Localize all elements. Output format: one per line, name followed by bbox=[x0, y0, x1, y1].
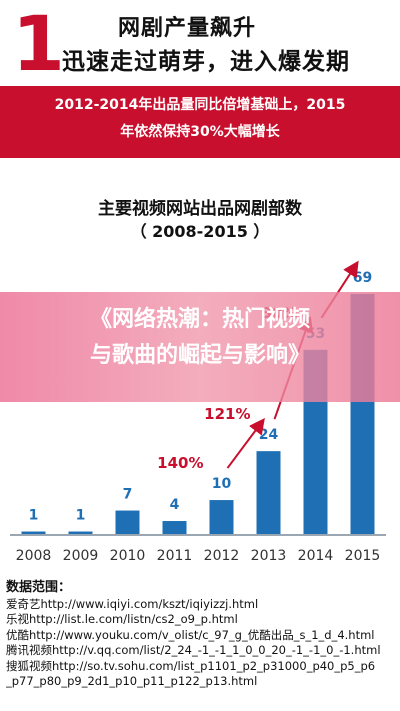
source-row: 爱奇艺http://www.iqiyi.com/kszt/iqiyizzj.ht… bbox=[6, 597, 398, 613]
chart-subtitle: （ 2008-2015 ） bbox=[130, 222, 270, 241]
chart-title: 主要视频网站出品网剧部数 bbox=[98, 199, 302, 219]
x-tick-2008: 2008 bbox=[16, 548, 52, 564]
source-url: http://so.tv.sohu.com/list_p1101_p2_p310… bbox=[52, 658, 376, 673]
x-tick-2013: 2013 bbox=[251, 548, 287, 564]
data-label-2013: 24 bbox=[259, 427, 279, 443]
banner-line1: 2012-2014年出品量同比倍增基础上，2015 bbox=[54, 97, 346, 113]
source-row: _p77_p80_p9_2d1_p10_p11_p122_p13.html bbox=[6, 674, 398, 690]
title-overlay bbox=[0, 292, 400, 402]
source-url: http://www.youku.com/v_olist/c_97_g_优酷出品… bbox=[29, 627, 375, 642]
sources-title: 数据范围： bbox=[6, 580, 72, 595]
data-label-2012: 10 bbox=[212, 476, 232, 492]
data-label-2011: 4 bbox=[170, 497, 180, 513]
overlay-text: 《网络热潮：热门视频 与歌曲的崛起与影响》 bbox=[0, 302, 400, 374]
source-row: 腾讯视频http://v.qq.com/list/2_24_-1_-1_1_0_… bbox=[6, 643, 398, 659]
bar-2013 bbox=[256, 451, 281, 535]
overlay-line2: 与歌曲的崛起与影响》 bbox=[89, 343, 310, 368]
header-number: 1 bbox=[12, 0, 65, 88]
x-tick-2012: 2012 bbox=[204, 548, 240, 564]
source-site: 乐视 bbox=[6, 612, 29, 626]
headline-line1: 网剧产量飙升 bbox=[118, 16, 257, 41]
source-url: http://v.qq.com/list/2_24_-1_-1_1_0_0_20… bbox=[52, 643, 381, 657]
headline-line2: 迅速走过萌芽，进入爆发期 bbox=[62, 49, 350, 75]
header: 1 网剧产量飙升 迅速走过萌芽，进入爆发期 bbox=[0, 0, 400, 88]
source-row: 乐视http://list.le.com/listn/cs2_o9_p.html bbox=[6, 612, 398, 628]
data-sources: 数据范围： 爱奇艺http://www.iqiyi.com/kszt/iqiyi… bbox=[6, 580, 398, 690]
x-tick-2009: 2009 bbox=[63, 548, 99, 564]
bar-2012 bbox=[209, 500, 234, 535]
growth-arrow-1 bbox=[226, 417, 265, 469]
source-site: 腾讯视频 bbox=[6, 643, 52, 657]
data-label-2015: 69 bbox=[353, 270, 372, 286]
source-site: 优酷 bbox=[6, 627, 29, 642]
bar-chart: 117410245369 140%121%30% 200820092010201… bbox=[10, 260, 386, 564]
x-tick-2014: 2014 bbox=[298, 548, 334, 564]
x-tick-2015: 2015 bbox=[345, 548, 381, 564]
source-row: 优酷http://www.youku.com/v_olist/c_97_g_优酷… bbox=[6, 628, 398, 644]
bar-2011 bbox=[162, 521, 187, 535]
source-site: 搜狐视频 bbox=[6, 658, 52, 673]
source-url: http://list.le.com/listn/cs2_o9_p.html bbox=[29, 612, 238, 626]
overlay-line1: 《网络热潮：热门视频 bbox=[89, 307, 310, 332]
source-url: http://www.iqiyi.com/kszt/iqiyizzj.html bbox=[40, 596, 259, 611]
source-url: _p77_p80_p9_2d1_p10_p11_p122_p13.html bbox=[6, 674, 258, 688]
data-label-2008: 1 bbox=[29, 508, 39, 524]
bar-2009 bbox=[68, 531, 93, 535]
banner-background bbox=[0, 86, 400, 158]
data-label-2010: 7 bbox=[123, 487, 133, 503]
bar-2008 bbox=[21, 531, 46, 535]
source-row: 搜狐视频http://so.tv.sohu.com/list_p1101_p2_… bbox=[6, 659, 398, 675]
bar-2010 bbox=[115, 510, 140, 535]
x-tick-2011: 2011 bbox=[157, 548, 193, 564]
growth-label-1: 140% bbox=[157, 454, 203, 472]
banner-line2: 年依然保持30%大幅增长 bbox=[120, 124, 280, 140]
banner: 2012-2014年出品量同比倍增基础上，2015 年依然保持30%大幅增长 bbox=[0, 86, 400, 158]
source-site: 爱奇艺 bbox=[6, 596, 41, 611]
data-label-2009: 1 bbox=[76, 508, 86, 524]
x-tick-2010: 2010 bbox=[110, 548, 146, 564]
growth-label-2: 121% bbox=[204, 405, 250, 423]
